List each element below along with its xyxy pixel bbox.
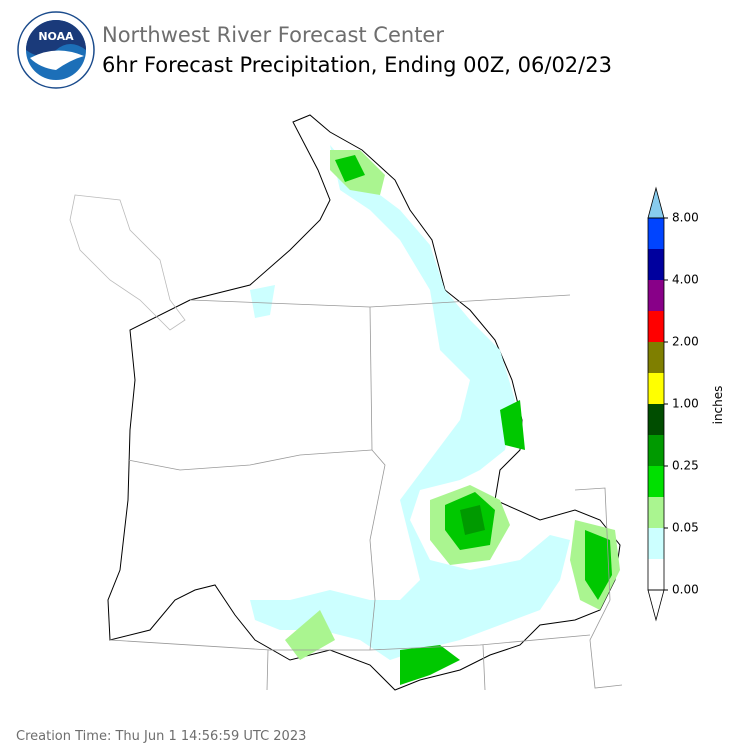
colorbar-tick-label: 0.00: [672, 583, 699, 597]
colorbar-segment: [648, 528, 664, 559]
colorbar-extend-over: [647, 186, 665, 219]
colorbar-tick-label: 0.05: [672, 521, 699, 535]
colorbar: 0.00 0.05 0.25 1.00 2.00 4.00 8.00: [647, 186, 699, 622]
colorbar-tick-label: 0.25: [672, 459, 699, 473]
colorbar-tick-label: 2.00: [672, 335, 699, 349]
noaa-logo: NOAA: [17, 11, 95, 89]
map: [69, 114, 623, 691]
colorbar-segment: [648, 249, 664, 280]
colorbar-tick-label: 8.00: [672, 211, 699, 225]
creation-time: Creation Time: Thu Jun 1 14:56:59 UTC 20…: [16, 729, 306, 744]
colorbar-segment: [648, 280, 664, 311]
colorbar-segment: [648, 466, 664, 497]
colorbar-segment: [648, 311, 664, 342]
subtitle: 6hr Forecast Precipitation, Ending 00Z, …: [102, 53, 612, 77]
colorbar-tick-label: 1.00: [672, 397, 699, 411]
colorbar-segment: [648, 218, 664, 249]
colorbar-tick-label: 4.00: [672, 273, 699, 287]
colorbar-segment: [648, 342, 664, 373]
logo-label: NOAA: [38, 30, 74, 43]
colorbar-segment: [648, 497, 664, 528]
colorbar-segment: [648, 404, 664, 435]
title: Northwest River Forecast Center: [102, 23, 444, 47]
colorbar-segment: [648, 559, 664, 590]
colorbar-label: inches: [711, 386, 725, 425]
colorbar-segment: [648, 373, 664, 404]
colorbar-segment: [648, 435, 664, 466]
colorbar-extend-under: [647, 589, 665, 622]
